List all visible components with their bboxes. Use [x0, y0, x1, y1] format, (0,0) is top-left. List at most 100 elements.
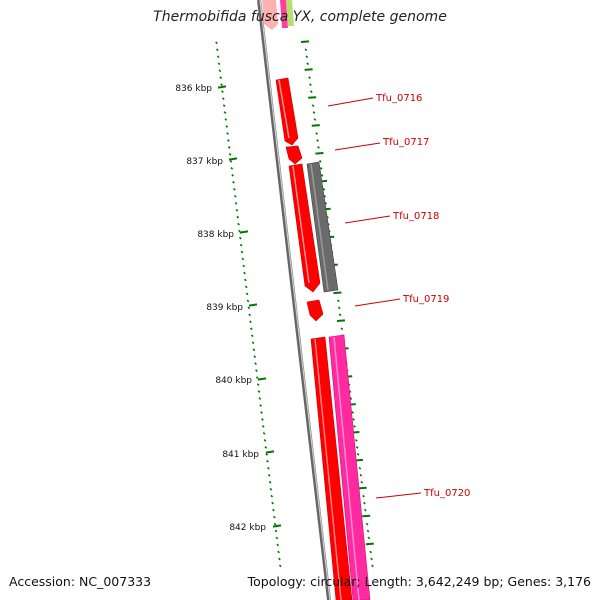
- ruler-minor-tick: [221, 90, 224, 93]
- ruler-minor-tick: [217, 62, 221, 66]
- ruler-minor-tick: [242, 264, 246, 268]
- ruler-major-tick: [257, 377, 267, 381]
- ruler-minor-tick: [277, 550, 280, 554]
- gene-fragment[interactable]: [262, 0, 278, 30]
- ruler-major-tick: [228, 157, 238, 161]
- ruler-major-tick: [300, 40, 310, 43]
- ruler-minor-tick: [216, 55, 220, 59]
- ruler-minor-tick: [278, 557, 281, 561]
- ruler-minor-tick: [264, 445, 268, 449]
- ruler-minor-tick: [363, 508, 367, 512]
- ruler-minor-tick: [369, 550, 373, 554]
- ruler-minor-tick: [221, 97, 225, 100]
- ruler-labels: 836 kbp 837 kbp 838 kbp 839 kbp 840 kbp …: [175, 84, 266, 533]
- ruler-minor-tick: [355, 445, 359, 449]
- ruler-minor-tick: [320, 173, 324, 177]
- ruler-minor-tick: [312, 111, 316, 114]
- ruler-major-tick: [248, 303, 258, 307]
- ruler-minor-tick: [356, 452, 360, 456]
- ruler-minor-tick: [257, 390, 261, 393]
- ruler-minor-tick: [215, 41, 218, 45]
- ruler-minor-tick: [239, 243, 243, 247]
- gene-tfu-0719-a[interactable]: [288, 163, 321, 293]
- gene-tfu-0719[interactable]: [306, 299, 324, 322]
- gene-label-tfu-0717[interactable]: Tfu_0717: [382, 137, 429, 148]
- ruler-minor-tick: [366, 529, 370, 533]
- ruler-minor-tick: [272, 508, 275, 512]
- gene-tfu-0720-pink[interactable]: [328, 334, 371, 600]
- ruler-minor-tick: [305, 55, 309, 59]
- ruler-minor-tick: [229, 160, 233, 163]
- gene-tfu-0720[interactable]: [310, 336, 353, 600]
- accession-text: Accession: NC_007333: [9, 574, 152, 589]
- ruler-minor-tick: [313, 118, 317, 121]
- ruler-minor-tick: [265, 452, 269, 456]
- ruler-minor-tick: [233, 194, 237, 198]
- gene-tfu-0717[interactable]: [285, 145, 303, 165]
- gene-label-tfu-0720[interactable]: Tfu_0720: [423, 488, 470, 499]
- ruler-minor-tick: [231, 173, 235, 177]
- ruler-minor-tick: [251, 341, 255, 345]
- ruler-minor-tick: [252, 348, 256, 352]
- ruler-minor-tick: [263, 439, 267, 442]
- gene-tfu-0716[interactable]: [275, 77, 299, 146]
- ruler-minor-tick: [215, 48, 219, 52]
- ruler-minor-tick: [360, 480, 364, 484]
- ruler-minor-tick: [270, 494, 274, 498]
- ruler-minor-tick: [273, 522, 277, 526]
- ruler-minor-tick: [271, 501, 274, 505]
- ruler-minor-tick: [222, 104, 226, 107]
- ruler-minor-tick: [243, 271, 246, 275]
- ruler-minor-tick: [262, 432, 266, 435]
- ruler-minor-tick: [311, 104, 315, 107]
- ruler-minor-tick: [309, 90, 313, 93]
- gene-tfu-0718[interactable]: [306, 161, 339, 293]
- ruler-major-tick: [217, 85, 227, 89]
- ruler-major-tick: [315, 152, 324, 155]
- ruler-minor-tick: [237, 222, 240, 226]
- ruler-minor-tick: [272, 515, 276, 519]
- ruler-major-tick: [272, 524, 282, 528]
- gene-fragment[interactable]: [280, 0, 288, 28]
- genome-title: Thermobifida fusca YX, complete genome: [153, 9, 447, 25]
- ruler-tick-label: 836 kbp: [175, 84, 212, 94]
- gene-label-tfu-0719[interactable]: Tfu_0719: [402, 294, 449, 305]
- ruler-minor-tick: [241, 257, 245, 261]
- ruler-minor-tick: [309, 83, 312, 87]
- ruler-minor-tick: [319, 166, 323, 170]
- ruler-minor-tick: [258, 397, 262, 400]
- ruler-minor-tick: [354, 439, 358, 442]
- ruler-major-tick: [333, 291, 342, 295]
- ruler-minor-tick: [255, 369, 258, 372]
- gene-labels: Tfu_0716 Tfu_0717 Tfu_0718 Tfu_0719 Tfu_…: [375, 93, 470, 499]
- gene-label-tfu-0716[interactable]: Tfu_0716: [375, 93, 422, 104]
- ruler-major-tick: [308, 96, 317, 99]
- ruler-minor-tick: [304, 48, 308, 52]
- ruler-minor-tick: [278, 564, 282, 568]
- ruler-minor-tick: [246, 299, 250, 303]
- ruler-minor-tick: [240, 250, 244, 254]
- gene-label-leaders: [327, 97, 422, 499]
- ruler-major-tick: [358, 486, 367, 490]
- ruler-minor-tick: [223, 111, 227, 114]
- ruler-minor-tick: [274, 529, 278, 533]
- ruler-minor-tick: [363, 501, 366, 505]
- ruler-minor-tick: [227, 146, 231, 149]
- ruler-minor-tick: [256, 383, 260, 386]
- ruler-minor-tick: [308, 76, 311, 80]
- ruler-minor-tick: [261, 425, 265, 428]
- ruler-minor-tick: [220, 83, 223, 87]
- ruler-minor-tick: [351, 411, 355, 414]
- ruler-major-tick: [304, 68, 313, 71]
- ruler-minor-tick: [219, 76, 223, 80]
- ruler-minor-tick: [322, 187, 326, 191]
- ruler-minor-tick: [227, 139, 230, 142]
- gene-label-tfu-0718[interactable]: Tfu_0718: [392, 211, 439, 222]
- gene-fragment[interactable]: [286, 0, 294, 26]
- genome-summary-text: Topology: circular; Length: 3,642,249 bp…: [247, 574, 591, 589]
- ruler-minor-tick: [232, 180, 235, 184]
- ruler-minor-tick: [259, 404, 263, 407]
- top-fragments: [262, 0, 294, 30]
- ruler-minor-tick: [365, 522, 369, 526]
- ruler-minor-tick: [315, 132, 319, 135]
